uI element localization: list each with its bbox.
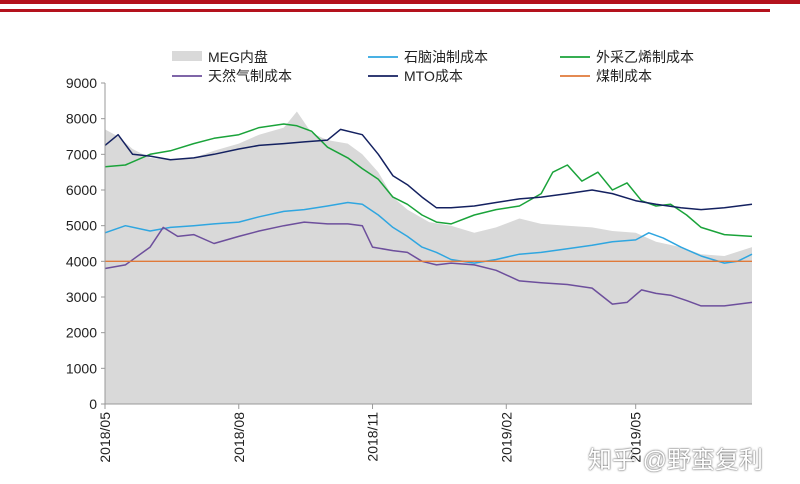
series-4-line: [104, 128, 753, 211]
legend-label: 石脑油制成本: [404, 49, 488, 65]
y-tick-label: 6000: [66, 182, 97, 198]
x-tick-label: 2018/11: [365, 412, 381, 462]
series-2-line: [104, 123, 753, 238]
y-tick-label: 5000: [66, 218, 97, 234]
y-tick-label: 8000: [66, 111, 97, 127]
legend-label: MEG内盘: [208, 49, 268, 65]
legend-label: MTO成本: [404, 68, 463, 84]
series-1-line: [104, 201, 753, 264]
x-tick-label: 2018/05: [97, 412, 113, 463]
x-tick-label: 2019/02: [498, 412, 514, 463]
legend-label: 外采乙烯制成本: [596, 49, 694, 65]
y-tick-label: 9000: [66, 75, 97, 91]
y-tick-label: 1000: [66, 360, 97, 376]
meg-area-series: [105, 111, 752, 404]
legend-swatch: [172, 51, 202, 61]
legend-label: 天然气制成本: [208, 68, 292, 84]
watermark-text: 知乎 @野蛮复利: [588, 447, 764, 474]
top-accent-bar: [0, 0, 800, 4]
axes: 0 1000 2000 3000 4000 5000 6000 7000 8000 9000 201…: [66, 75, 752, 463]
y-tick-label: 3000: [66, 289, 97, 305]
y-tick-label: 0: [89, 396, 97, 412]
plot-area: [104, 111, 753, 404]
y-tick-label: 2000: [66, 325, 97, 341]
header-rule: [0, 9, 770, 12]
y-tick-label: 7000: [66, 146, 97, 162]
x-tick-label: 2018/08: [231, 412, 247, 463]
y-tick-label: 4000: [66, 253, 97, 269]
x-tick-label: 2019/05: [628, 412, 644, 463]
legend-label: 煤制成本: [596, 68, 652, 84]
